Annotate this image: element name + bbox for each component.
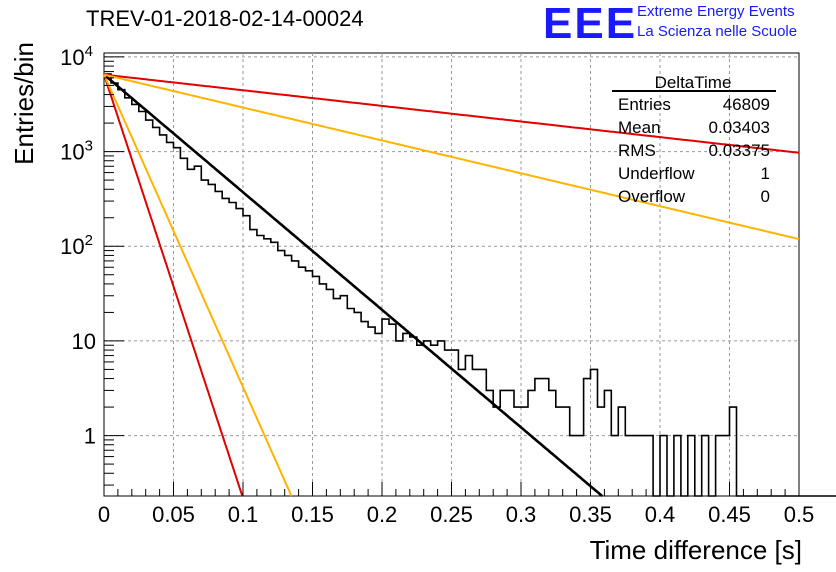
x-tick-label: 0.3 [506, 502, 537, 527]
x-tick-label: 0.05 [152, 502, 195, 527]
stats-box: DeltaTime Entries 46809 Mean 0.03403 RMS 0.03… [612, 73, 776, 206]
stats-row-label: Underflow [618, 164, 695, 183]
fit-curve [103, 73, 800, 154]
x-tick-label: 0.5 [784, 502, 815, 527]
x-tick-label: 0.45 [708, 502, 751, 527]
stats-row-label: RMS [618, 141, 656, 160]
stats-row-value: 0.03375 [709, 141, 770, 160]
x-tick-label: 0.2 [367, 502, 398, 527]
x-tick-label: 0.1 [228, 502, 259, 527]
logo-subtitle-2: La Scienza nelle Scuole [637, 23, 798, 40]
stats-row-label: Overflow [618, 187, 686, 206]
stats-row-value: 0 [761, 187, 770, 206]
eee-logo: EEE [543, 0, 638, 48]
stats-row-label: Mean [618, 118, 661, 137]
y-axis: 1 10 102 103 104 [60, 43, 124, 486]
stats-row-value: 0.03403 [709, 118, 770, 137]
fit-curve [103, 73, 800, 241]
stats-row-label: Entries [618, 95, 671, 114]
fit-curves [103, 73, 800, 497]
x-axis-title: Time difference [s] [590, 535, 802, 565]
fit-curve [103, 73, 603, 497]
y-tick-label: 10 [72, 329, 96, 354]
x-tick-label: 0 [98, 502, 110, 527]
fit-curve [103, 74, 244, 497]
y-axis-title: Entries/bin [9, 42, 39, 165]
x-tick-label: 0.25 [430, 502, 473, 527]
y-tick-label: 103 [60, 138, 93, 165]
chart-title: TREV-01-2018-02-14-00024 [86, 6, 364, 31]
histogram-outline [104, 73, 836, 497]
y-tick-label: 104 [60, 43, 93, 70]
y-tick-label: 102 [60, 232, 93, 259]
logo-subtitle-1: Extreme Energy Events [637, 3, 795, 20]
fit-curve [103, 74, 293, 497]
x-tick-label: 0.4 [645, 502, 676, 527]
stats-rows: Entries 46809 Mean 0.03403 RMS 0.03375 Underfl… [618, 95, 770, 206]
stats-row-value: 1 [761, 164, 770, 183]
x-axis: 0 0.05 0.1 0.15 0.2 0.25 0.3 0.35 0.4 0.45 0.5 [98, 482, 814, 527]
y-tick-label: 1 [84, 424, 96, 449]
stats-row-value: 46809 [723, 95, 770, 114]
stats-box-title: DeltaTime [655, 73, 732, 92]
grid-lines [104, 53, 799, 496]
histogram [104, 73, 836, 497]
x-tick-label: 0.35 [569, 502, 612, 527]
x-tick-label: 0.15 [291, 502, 334, 527]
